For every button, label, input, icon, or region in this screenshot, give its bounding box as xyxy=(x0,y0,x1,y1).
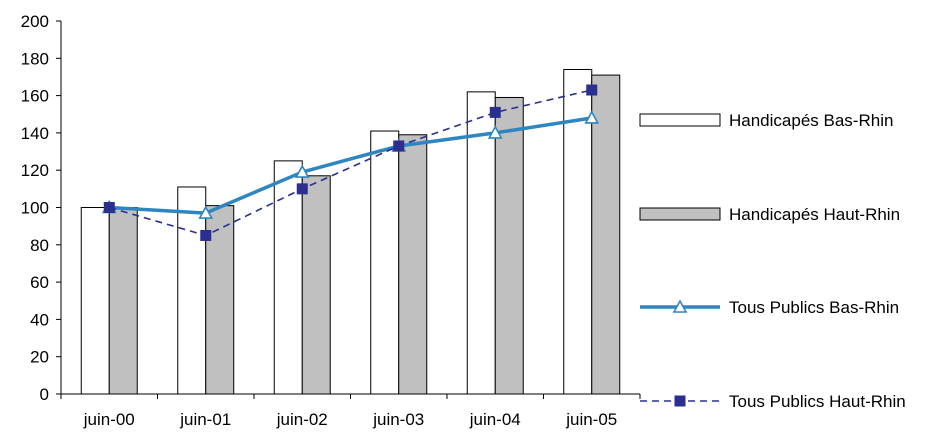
legend: Handicapés Bas-Rhin Handicapés Haut-Rhin T… xyxy=(639,111,906,411)
y-tick-label: 140 xyxy=(21,124,49,143)
bar xyxy=(80,207,110,395)
x-tick-label: juin-02 xyxy=(276,410,328,429)
series-marker xyxy=(296,183,308,195)
series-marker xyxy=(487,125,503,139)
axes: 0 20 40 60 80 100 120 140 160 180 200 juin-00 juin-0… xyxy=(21,12,641,429)
series-marker xyxy=(586,84,598,96)
y-tick-label: 40 xyxy=(30,310,49,329)
bar xyxy=(370,130,400,395)
y-tick-label: 80 xyxy=(30,236,49,255)
bar xyxy=(301,175,331,395)
bars xyxy=(80,68,621,395)
series-marker xyxy=(674,395,686,407)
y-tick-label: 180 xyxy=(21,49,49,68)
bar xyxy=(273,160,303,395)
x-tick-label: juin-01 xyxy=(179,410,231,429)
bar xyxy=(108,207,138,395)
y-tick-label: 160 xyxy=(21,87,49,106)
series-marker xyxy=(200,229,212,241)
x-tick-label: juin-05 xyxy=(565,410,617,429)
y-tick-label: 60 xyxy=(30,273,49,292)
x-tick-label: juin-00 xyxy=(83,410,135,429)
series-marker xyxy=(198,205,214,219)
bar xyxy=(591,74,621,395)
x-tick-label: juin-04 xyxy=(469,410,521,429)
lines xyxy=(101,84,600,241)
y-tick-label: 0 xyxy=(40,385,49,404)
series-marker xyxy=(393,140,405,152)
x-tick-label: juin-03 xyxy=(372,410,424,429)
series-marker xyxy=(103,202,115,213)
y-tick-label: 100 xyxy=(21,199,49,218)
y-tick-label: 200 xyxy=(21,12,49,31)
legend-swatch xyxy=(639,113,721,127)
legend-label: Handicapés Bas-Rhin xyxy=(729,111,893,130)
legend-label: Handicapés Haut-Rhin xyxy=(729,205,900,224)
y-tick-label: 120 xyxy=(21,161,49,180)
legend-swatch xyxy=(639,207,721,221)
series-marker xyxy=(294,164,310,178)
series-marker xyxy=(672,299,688,313)
y-tick-label: 20 xyxy=(30,348,49,367)
series-line xyxy=(109,116,593,215)
legend-label: Tous Publics Haut-Rhin xyxy=(729,392,906,411)
bar xyxy=(466,91,496,395)
series-marker xyxy=(489,106,501,118)
legend-label: Tous Publics Bas-Rhin xyxy=(729,298,899,317)
bar xyxy=(398,134,428,395)
series-marker xyxy=(584,110,600,124)
bar xyxy=(494,96,524,395)
